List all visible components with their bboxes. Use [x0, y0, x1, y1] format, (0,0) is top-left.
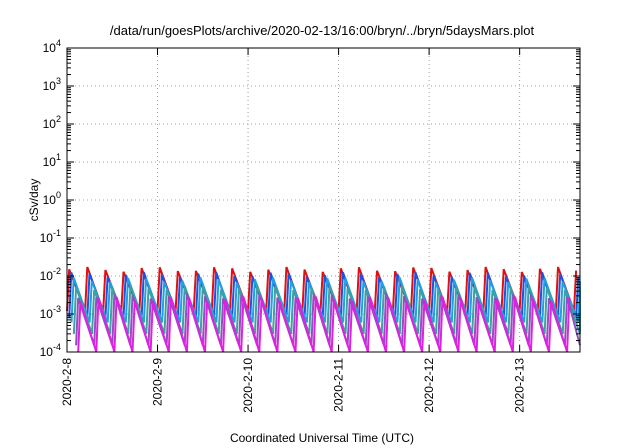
series-line-6 [77, 296, 571, 353]
x-tick-label: 2020-2-10 [241, 358, 255, 413]
x-axis-label: Coordinated Universal Time (UTC) [230, 431, 414, 445]
y-tick-label: 10-1 [40, 228, 61, 245]
x-tick-label: 2020-2-11 [332, 358, 346, 412]
chart-title: /data/run/goesPlots/archive/2020-02-13/1… [110, 23, 535, 38]
y-tick-label: 103 [43, 76, 61, 93]
y-tick-label: 102 [43, 114, 61, 131]
y-axis: 10-4 10-3 10-2 10-1 100 101 102 103 104 [40, 38, 580, 359]
y-tick-label: 100 [43, 190, 61, 207]
x-tick-label: 2020-2-12 [422, 358, 436, 413]
y-tick-label: 10-4 [40, 342, 61, 359]
x-tick-label: 2020-2-13 [513, 358, 527, 413]
series-group [66, 266, 581, 353]
x-tick-label: 2020-2-8 [60, 358, 74, 406]
y-tick-label: 10-2 [40, 266, 61, 283]
y-axis-label: cSv/day [27, 179, 41, 222]
y-tick-label: 104 [43, 38, 61, 55]
y-tick-label: 101 [43, 152, 61, 169]
x-axis: 2020-2-8 2020-2-9 2020-2-10 2020-2-11 2020-2… [60, 48, 527, 413]
y-tick-label: 10-3 [40, 304, 61, 321]
x-tick-label: 2020-2-9 [151, 358, 165, 406]
